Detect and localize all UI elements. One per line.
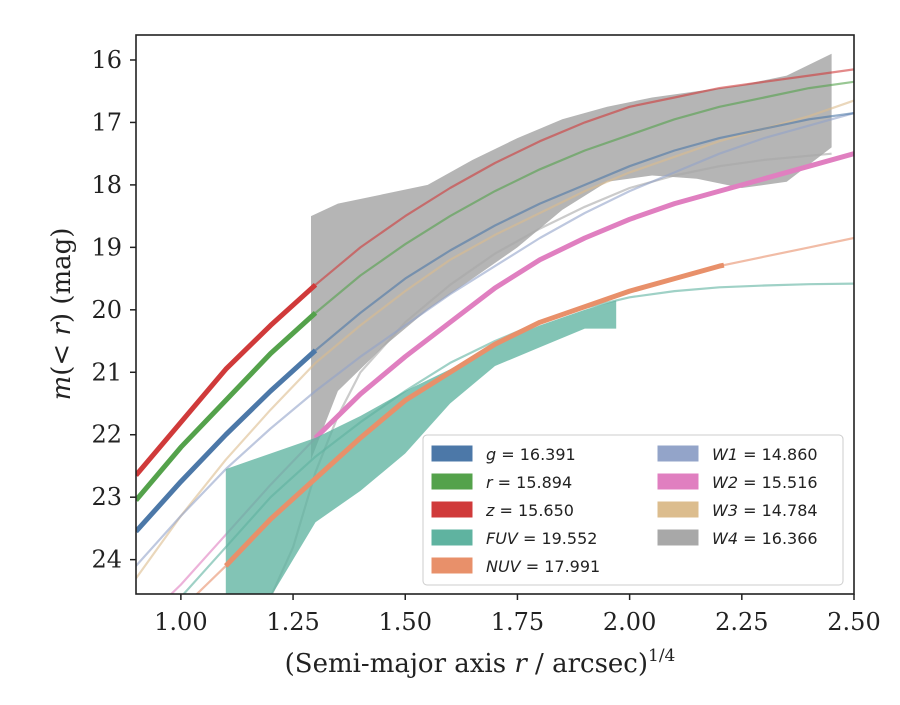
g-profile-curve	[136, 348, 318, 534]
y-tick-label: 24	[91, 546, 122, 574]
legend-swatch	[657, 529, 699, 546]
x-tick-label: 2.00	[603, 608, 656, 636]
y-tick-label: 20	[91, 296, 122, 324]
y-tick-label: 21	[91, 358, 122, 386]
x-tick-label: 2.25	[715, 608, 768, 636]
fuv-uncertainty-band	[225, 300, 617, 594]
axis-ticks: 1.00 1.25 1.50 1.75 2.00 2.25 2.50 16 17 18 19 20 21…	[91, 46, 880, 636]
legend-swatch	[431, 473, 473, 490]
legend-swatch	[657, 501, 699, 518]
nuv-profile-curve	[223, 262, 725, 568]
legend-item-nuv: NUV = 17.991	[431, 557, 600, 576]
y-tick-label: 23	[91, 483, 122, 511]
legend-label: W3 = 14.784	[712, 501, 818, 520]
legend-swatch	[431, 557, 473, 574]
legend-item-g: g = 16.391	[431, 445, 576, 464]
legend-item-w3: W3 = 14.784	[657, 501, 818, 520]
y-tick-label: 22	[91, 421, 122, 449]
axes-frame	[135, 34, 855, 595]
y-axis-label: m(< r) (mag)	[47, 228, 77, 401]
y-tick-label: 17	[91, 108, 122, 136]
legend-item-fuv: FUV = 19.552	[431, 529, 597, 548]
plot-area	[136, 53, 854, 594]
legend-label: W1 = 14.860	[712, 445, 818, 464]
y-tick-label: 16	[91, 46, 122, 74]
legend-item-w1: W1 = 14.860	[657, 445, 818, 464]
legend-label: NUV = 17.991	[486, 557, 600, 576]
w4-uncertainty-band	[311, 53, 832, 460]
legend-label: W2 = 15.516	[712, 473, 818, 492]
legend-swatch	[431, 501, 473, 518]
y-tick-label: 19	[91, 233, 122, 261]
legend-item-w4: W4 = 16.366	[657, 529, 818, 548]
w2-profile-curve	[313, 151, 854, 440]
legend-swatch	[657, 473, 699, 490]
x-tick-label: 1.75	[491, 608, 544, 636]
legend-swatch	[431, 529, 473, 546]
y-tick-label: 18	[91, 171, 122, 199]
x-tick-label: 1.00	[154, 608, 207, 636]
x-tick-label: 1.50	[379, 608, 432, 636]
r-profile-curve	[136, 311, 318, 502]
legend-label: W4 = 16.366	[712, 529, 818, 548]
w1-model-curve	[136, 112, 854, 567]
legend-label: g = 16.391	[486, 445, 576, 464]
legend-label: z = 15.650	[485, 501, 574, 520]
legend-label: r = 15.894	[486, 473, 572, 492]
legend-box	[422, 434, 844, 586]
fuv-model-curve	[182, 282, 854, 594]
x-tick-label: 1.25	[266, 608, 319, 636]
x-axis-label: (Semi-major axis r / arcsec)1/4	[285, 646, 676, 679]
x-tick-label: 2.50	[827, 608, 880, 636]
legend-item-z: z = 15.650	[431, 501, 574, 520]
legend-swatch	[431, 445, 473, 462]
w3-model-curve	[136, 99, 854, 580]
legend-item-w2: W2 = 15.516	[657, 473, 818, 492]
legend-label: FUV = 19.552	[486, 529, 597, 548]
legend-item-r: r = 15.894	[431, 473, 572, 492]
legend-swatch	[657, 445, 699, 462]
z-profile-curve	[136, 282, 318, 477]
legend: g = 16.391 r = 15.894 z = 15.650 FUV = 19.5…	[422, 434, 844, 586]
